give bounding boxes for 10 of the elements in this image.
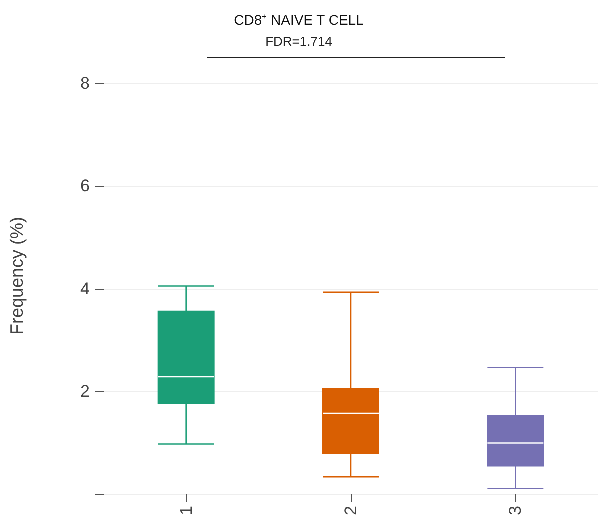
chart-title: CD8⁺ NAIVE T CELL	[234, 12, 364, 28]
x-tick-label: 1	[176, 506, 196, 516]
y-tick-label: 2	[80, 382, 90, 401]
x-tick-label: 2	[342, 506, 360, 516]
x-tick-label: 3	[506, 506, 526, 516]
y-tick-label: 6	[80, 176, 90, 196]
y-axis-title: Frequency (%)	[7, 216, 27, 336]
y-tick-label: 8	[80, 74, 90, 94]
text: FDR=1.714	[266, 34, 332, 49]
y-tick-label: 4	[80, 279, 90, 298]
